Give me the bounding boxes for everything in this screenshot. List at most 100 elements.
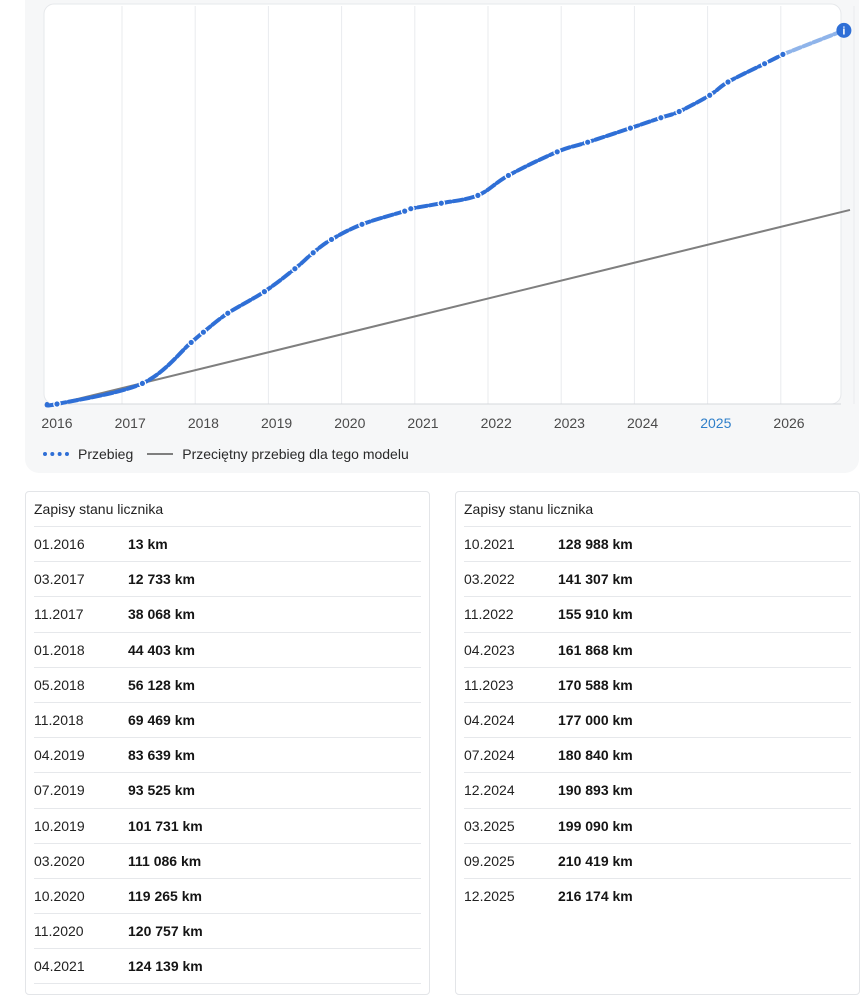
mileage-point xyxy=(327,235,336,244)
legend-item-average[interactable]: Przeciętny przebieg dla tego modelu xyxy=(147,446,409,462)
mileage-point xyxy=(583,138,592,146)
record-date: 03.2022 xyxy=(464,571,515,588)
mileage-point xyxy=(224,309,232,318)
record-mileage: 216 174 km xyxy=(558,888,633,905)
record-date: 03.2025 xyxy=(464,817,515,834)
table-row: 03.2020 111 086 km xyxy=(34,844,421,879)
legend-item-przebieg[interactable]: Przebieg xyxy=(43,446,133,462)
record-mileage: 38 068 km xyxy=(128,606,195,623)
legend-label-przebieg: Przebieg xyxy=(78,446,134,462)
info-icon xyxy=(836,22,852,38)
record-date: 01.2018 xyxy=(34,641,85,658)
odometer-records-panel-right: Zapisy stanu licznika 10.2021 128 988 km 0… xyxy=(455,491,860,995)
record-mileage: 128 988 km xyxy=(558,536,633,553)
mileage-point xyxy=(53,400,61,408)
mileage-point xyxy=(199,328,208,336)
record-mileage: 210 419 km xyxy=(558,852,633,869)
record-date: 11.2020 xyxy=(34,923,84,940)
record-mileage: 161 868 km xyxy=(558,641,633,658)
record-mileage: 111 086 km xyxy=(128,852,202,869)
record-mileage: 124 139 km xyxy=(128,958,203,975)
chart-legend: Przebieg Przeciętny przebieg dla tego mo… xyxy=(43,446,423,462)
mileage-point xyxy=(138,379,147,388)
legend-swatch-average xyxy=(147,453,174,455)
record-mileage: 56 128 km xyxy=(128,676,195,693)
mileage-point xyxy=(358,220,366,229)
x-tick-label: 2020 xyxy=(334,415,365,431)
mileage-chart: 2016 2017 2018 2019 2020 2021 2022 2023 2024 2025… xyxy=(41,3,855,431)
record-date: 04.2023 xyxy=(464,641,515,658)
table-row: 04.2024 177 000 km xyxy=(464,703,851,739)
legend-swatch-przebieg xyxy=(43,452,69,456)
odometer-records-panel-left: Zapisy stanu licznika 01.2016 13 km 03.201… xyxy=(25,491,430,995)
record-date: 04.2024 xyxy=(464,712,515,729)
record-date: 12.2024 xyxy=(464,782,515,799)
x-tick-label: 2026 xyxy=(773,415,804,431)
table-row: 04.2023 161 868 km xyxy=(464,633,851,668)
record-mileage: 93 525 km xyxy=(128,782,195,799)
record-mileage: 83 639 km xyxy=(128,747,195,764)
record-mileage: 119 265 km xyxy=(128,887,202,904)
x-tick-label: 2019 xyxy=(261,415,292,431)
records-list: 10.2021 128 988 km 03.2022 141 307 km 11.202… xyxy=(464,527,851,914)
table-row: 09.2025 210 419 km xyxy=(464,844,851,879)
table-row: 12.2025 216 174 km xyxy=(464,879,851,914)
record-mileage: 44 403 km xyxy=(128,641,195,658)
record-date: 07.2019 xyxy=(34,782,85,799)
table-row: 07.2019 93 525 km xyxy=(34,773,421,809)
mileage-point xyxy=(406,204,415,213)
record-mileage: 170 588 km xyxy=(558,676,633,693)
table-row: 04.2021 124 139 km xyxy=(34,949,421,985)
mileage-point xyxy=(291,264,299,273)
table-row: 11.2023 170 588 km xyxy=(464,668,851,703)
mileage-point xyxy=(657,113,665,122)
record-date: 11.2017 xyxy=(34,606,84,623)
mileage-point xyxy=(474,191,482,200)
mileage-point xyxy=(705,91,714,100)
mileage-chart-card: 2016 2017 2018 2019 2020 2021 2022 2023 2024 2025… xyxy=(25,0,859,473)
table-row: 11.2017 38 068 km xyxy=(34,597,421,633)
table-row: 03.2025 199 090 km xyxy=(464,809,851,844)
mileage-point xyxy=(626,124,635,132)
record-date: 03.2017 xyxy=(34,571,85,588)
table-row: 10.2020 119 265 km xyxy=(34,879,421,915)
record-mileage: 177 000 km xyxy=(558,712,633,729)
mileage-point xyxy=(260,287,269,296)
mileage-point xyxy=(437,199,446,208)
table-row: 01.2018 44 403 km xyxy=(34,633,421,668)
table-row: 07.2024 180 840 km xyxy=(464,738,851,774)
record-mileage: 12 733 km xyxy=(128,571,195,588)
record-mileage: 180 840 km xyxy=(558,747,633,764)
panel-title: Zapisy stanu licznika xyxy=(464,492,851,527)
x-tick-label: 2022 xyxy=(481,415,512,431)
record-date: 11.2023 xyxy=(464,676,514,693)
mileage-point xyxy=(779,50,787,59)
record-date: 11.2022 xyxy=(464,606,514,623)
record-date: 10.2019 xyxy=(34,817,85,834)
table-row: 10.2021 128 988 km xyxy=(464,527,851,563)
record-mileage: 199 090 km xyxy=(558,817,633,834)
mileage-point xyxy=(187,338,196,347)
table-row: 03.2022 141 307 km xyxy=(464,562,851,598)
x-tick-label: 2025 xyxy=(700,415,731,431)
table-row: 03.2017 12 733 km xyxy=(34,562,421,598)
x-tick-label: 2016 xyxy=(41,415,72,431)
legend-label-average: Przeciętny przebieg dla tego modelu xyxy=(182,446,409,462)
record-date: 07.2024 xyxy=(464,747,515,764)
record-mileage: 120 757 km xyxy=(128,923,203,940)
record-mileage: 13 km xyxy=(128,536,168,553)
x-tick-label: 2018 xyxy=(188,415,219,431)
record-date: 09.2025 xyxy=(464,852,515,869)
mileage-point xyxy=(309,248,318,257)
x-tick-label: 2017 xyxy=(115,415,146,431)
table-row: 01.2016 13 km xyxy=(34,527,421,563)
mileage-point xyxy=(724,78,732,86)
table-row: 10.2019 101 731 km xyxy=(34,809,421,844)
record-date: 04.2021 xyxy=(34,958,85,975)
record-date: 04.2019 xyxy=(34,747,85,764)
mileage-point xyxy=(504,171,513,180)
record-date: 10.2020 xyxy=(34,887,85,904)
record-date: 03.2020 xyxy=(34,852,85,869)
x-tick-label: 2021 xyxy=(407,415,438,431)
table-row: 11.2020 120 757 km xyxy=(34,914,421,950)
